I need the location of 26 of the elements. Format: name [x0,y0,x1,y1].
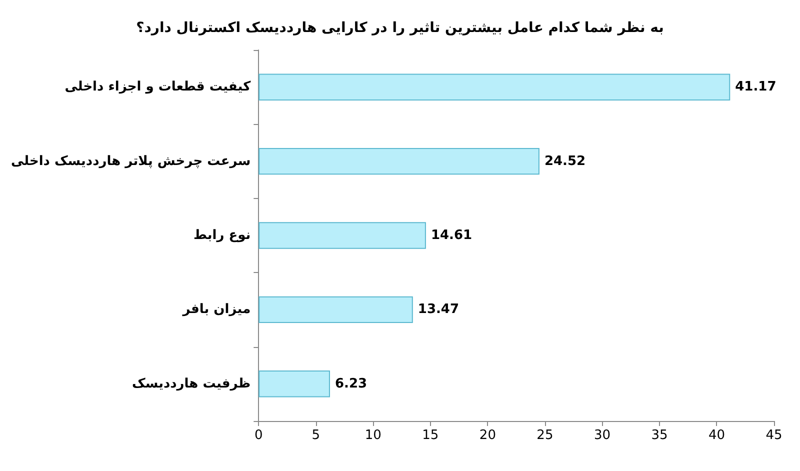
x-tick-label: 10 [364,428,382,443]
x-tick-label: 0 [254,428,263,443]
data-label: 24.52 [544,154,586,169]
y-tick-label: کیفیت قطعات و اجزاء داخلی [64,80,252,95]
x-tick-label: 5 [312,428,320,443]
data-label: 13.47 [418,302,460,318]
chart-title: به نظر شما کدام عامل بیشترین تاثیر را در کارایی هارددیسک اکسترنال دارد؟ [136,20,664,36]
y-tick-label: میزان بافر [182,302,251,318]
bar [258,222,426,249]
data-label: 14.61 [430,228,472,243]
x-tick-label: 30 [594,428,610,443]
bar [258,370,330,398]
x-tick-label: 35 [651,428,668,443]
bar [258,296,413,324]
x-tick-label: 45 [766,428,782,443]
x-tick-label: 20 [479,428,496,443]
x-tick-label: 40 [708,428,726,443]
data-label: 41.17 [735,80,776,95]
bar [258,148,540,175]
bar [258,74,730,100]
x-tick-label: 15 [422,428,439,443]
y-tick-label: ظرفیت هارددیسک [132,376,251,392]
x-tick-label: 25 [536,428,554,443]
data-label: 6.23 [334,376,368,392]
y-tick-label: نوع رابط [193,228,251,243]
y-tick-label: سرعت چرخش پلاتر هارددیسک داخلی [10,154,251,169]
